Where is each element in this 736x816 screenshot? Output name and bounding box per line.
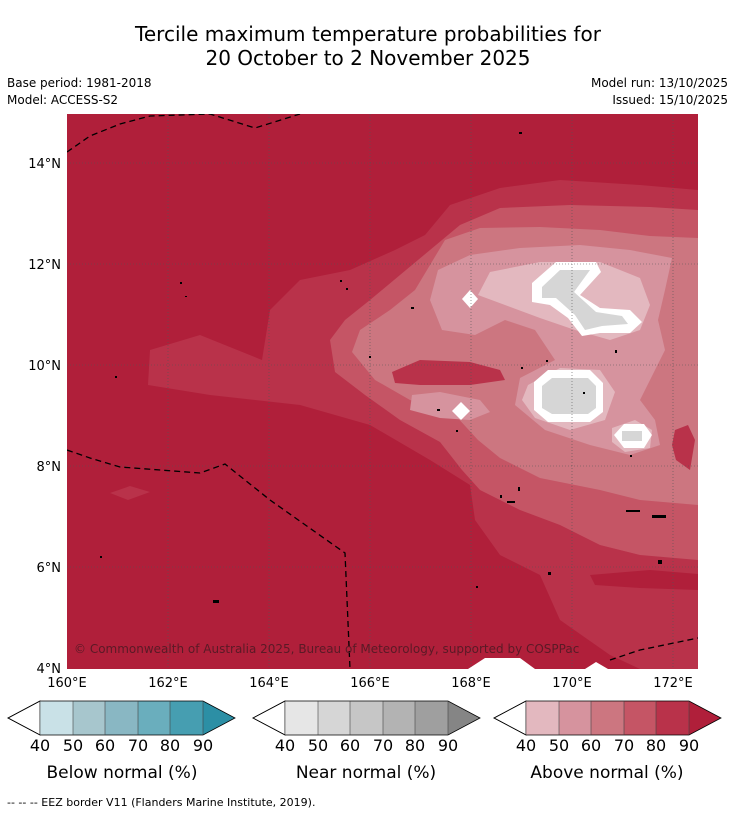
- model-run: Model run: 13/10/2025: [590, 76, 728, 90]
- legend-above-tick: 70: [614, 736, 634, 755]
- lon-label: 162°E: [148, 676, 188, 691]
- legend-below-swatch: [138, 701, 170, 735]
- legend-above-swatch: [591, 701, 624, 735]
- legend-above-tick: 50: [549, 736, 569, 755]
- lon-label: 170°E: [552, 676, 592, 691]
- legend-above-tick: 60: [581, 736, 601, 755]
- probability-map: © Commonwealth of Australia 2025, Bureau…: [7, 114, 722, 783]
- legend-near-tick: 40: [275, 736, 295, 755]
- legend-below-tick: 50: [63, 736, 83, 755]
- near-normal-grey-1: [542, 270, 628, 330]
- longitude-labels: 160°E 162°E 164°E 166°E 168°E 170°E 172°…: [47, 676, 693, 691]
- near-normal-blob-7: [585, 662, 608, 669]
- legend-below-arrow-min: [7, 700, 41, 736]
- legend-near-swatch: [318, 701, 350, 735]
- legend-above-swatch: [559, 701, 591, 735]
- eez-borders: [67, 114, 698, 669]
- legend-near: 40 50 60 70 80 90 Near normal (%): [252, 700, 481, 783]
- legend-near-tick: 60: [340, 736, 360, 755]
- lon-label: 166°E: [350, 676, 390, 691]
- legend-near-swatch: [383, 701, 415, 735]
- legend-near-tick: 80: [405, 736, 425, 755]
- legend-above-tick: 80: [646, 736, 666, 755]
- legend-below-swatch: [73, 701, 105, 735]
- legend-above-arrow-min: [493, 700, 527, 736]
- legend-near-label: Near normal (%): [296, 763, 436, 783]
- issued-date: Issued: 15/10/2025: [612, 93, 728, 107]
- lat-label: 14°N: [28, 157, 61, 172]
- contour-above-90b: [590, 570, 698, 590]
- near-normal-blob-5: [452, 402, 470, 420]
- legend-near-swatch: [415, 701, 448, 735]
- legend-near-swatch: [285, 701, 318, 735]
- legend-above: 40 50 60 70 80 90 Above normal (%): [493, 700, 722, 783]
- legend-below-tick: 40: [30, 736, 50, 755]
- lat-label: 6°N: [37, 561, 62, 576]
- contour-above-80c: [672, 425, 695, 470]
- lat-label: 12°N: [28, 258, 61, 273]
- legend-above-swatch: [656, 701, 689, 735]
- legend-below-tick: 90: [193, 736, 213, 755]
- legend-below-label: Below normal (%): [47, 763, 198, 783]
- legend-near-swatch: [350, 701, 383, 735]
- lat-label: 4°N: [37, 662, 62, 677]
- model-name: Model: ACCESS-S2: [7, 93, 119, 107]
- legend-above-swatch: [624, 701, 656, 735]
- contour-above-80b: [392, 360, 505, 385]
- lat-label: 8°N: [37, 460, 62, 475]
- meta-left: Base period: 1981-2018 Model: ACCESS-S2: [7, 75, 152, 109]
- map-title: Tercile maximum temperature probabilitie…: [0, 22, 736, 70]
- latitude-labels: 14°N 12°N 10°N 8°N 6°N 4°N: [28, 157, 61, 677]
- legend-above-arrow-max: [689, 701, 721, 735]
- legend-near-arrow-min: [252, 700, 286, 736]
- legend-above-swatch: [526, 701, 559, 735]
- legend-above-label: Above normal (%): [530, 763, 683, 783]
- legend-below-tick: 70: [128, 736, 148, 755]
- near-normal-blob-6: [468, 658, 535, 669]
- title-line-2: 20 October to 2 November 2025: [205, 46, 531, 70]
- lat-label: 10°N: [28, 359, 61, 374]
- legend-below-swatch: [40, 701, 73, 735]
- legend-below-tick: 60: [95, 736, 115, 755]
- base-period: Base period: 1981-2018: [7, 76, 152, 90]
- lon-label: 160°E: [47, 676, 87, 691]
- contour-above-60c: [668, 348, 692, 358]
- legend-below-swatch: [170, 701, 203, 735]
- lon-label: 168°E: [451, 676, 491, 691]
- title-line-1: Tercile maximum temperature probabilitie…: [135, 22, 601, 46]
- legend-below: 40 50 60 70 80 90 Below normal (%): [7, 700, 236, 783]
- legend-below-swatch: [105, 701, 138, 735]
- map-plot-area: © Commonwealth of Australia 2025, Bureau…: [67, 114, 698, 669]
- lon-label: 172°E: [653, 676, 693, 691]
- lon-label: 164°E: [249, 676, 289, 691]
- legend-above-tick: 40: [516, 736, 536, 755]
- near-normal-blob-4: [462, 290, 478, 308]
- near-normal-grey-2: [542, 378, 596, 414]
- legend-above-tick: 90: [679, 736, 699, 755]
- legend-near-arrow-max: [448, 701, 480, 735]
- legend-near-tick: 50: [308, 736, 328, 755]
- islands: [100, 132, 666, 603]
- legend-near-tick: 90: [438, 736, 458, 755]
- gridlines: [67, 114, 698, 669]
- near-normal-grey-3: [622, 431, 642, 441]
- legend-near-tick: 70: [373, 736, 393, 755]
- eez-footnote: -- -- -- EEZ border V11 (Flanders Marine…: [7, 796, 316, 809]
- legend-below-tick: 80: [160, 736, 180, 755]
- contour-above-80d: [110, 486, 150, 500]
- contour-above-50b: [410, 392, 490, 420]
- legend-below-arrow-max: [203, 701, 235, 735]
- meta-right: Model run: 13/10/2025 Issued: 15/10/2025: [591, 75, 728, 109]
- copyright-notice: © Commonwealth of Australia 2025, Bureau…: [74, 642, 579, 656]
